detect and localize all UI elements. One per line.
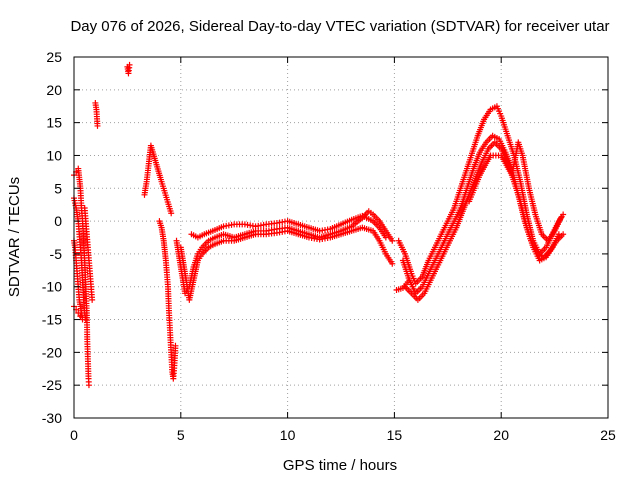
y-axis-label: SDTVAR / TECUs <box>6 177 23 297</box>
data-point <box>126 61 133 68</box>
y-tick-label: -5 <box>50 246 63 262</box>
y-tick-label: 0 <box>54 213 62 229</box>
y-tick-label: 5 <box>54 180 62 196</box>
data-point <box>75 309 82 316</box>
y-tick-label: -15 <box>42 312 62 328</box>
y-tick-label: 15 <box>46 115 62 131</box>
chart-title: Day 076 of 2026, Sidereal Day-to-day VTE… <box>70 18 609 35</box>
plot-frame <box>73 56 609 419</box>
x-tick-label: 0 <box>70 427 78 443</box>
x-axis-label: GPS time / hours <box>283 457 397 474</box>
data-point <box>94 122 101 129</box>
data-point <box>77 313 84 320</box>
x-tick-label: 25 <box>600 427 616 443</box>
data-point <box>555 231 562 238</box>
y-tick-label: -20 <box>42 344 62 360</box>
x-tick-label: 5 <box>177 427 185 443</box>
data-point <box>89 296 96 303</box>
y-tick-label: -10 <box>42 279 62 295</box>
y-tick-label: -25 <box>42 377 62 393</box>
data-point <box>389 237 396 244</box>
axis-ticks <box>73 56 609 419</box>
data-point <box>168 210 175 217</box>
x-tick-label: 10 <box>280 427 296 443</box>
data-point <box>382 234 389 241</box>
y-tick-label: 10 <box>46 147 62 163</box>
data-point <box>172 342 179 349</box>
data-point <box>558 214 565 221</box>
y-tick-labels: 25 20 15 10 5 0 -5 -10 -15 -20 -25 -30 <box>42 49 62 426</box>
data-points <box>71 61 567 389</box>
data-point <box>406 277 413 284</box>
data-point <box>85 382 92 389</box>
grid-lines <box>74 57 608 418</box>
x-tick-labels: 0 5 10 15 20 25 <box>70 427 616 443</box>
y-tick-label: 25 <box>46 49 62 65</box>
y-tick-label: -30 <box>42 410 62 426</box>
x-tick-label: 20 <box>493 427 509 443</box>
data-point <box>560 211 567 218</box>
data-point <box>79 316 86 323</box>
data-point <box>389 260 396 267</box>
y-tick-label: 20 <box>46 82 62 98</box>
x-tick-label: 15 <box>387 427 403 443</box>
